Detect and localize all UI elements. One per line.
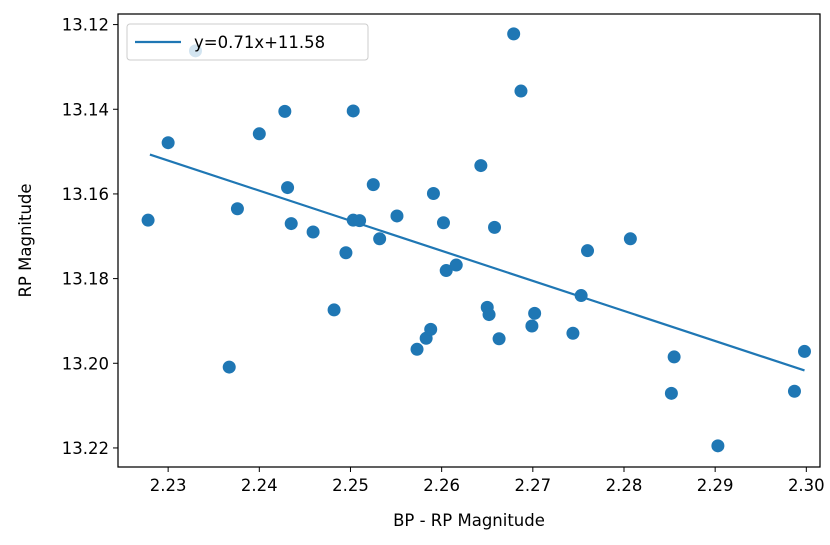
scatter-point [230, 202, 244, 216]
scatter-point [798, 344, 812, 358]
scatter-point [492, 332, 506, 346]
scatter-point [278, 104, 292, 118]
scatter-point [339, 246, 353, 260]
scatter-point [507, 27, 521, 41]
scatter-point [787, 384, 801, 398]
scatter-point [346, 104, 360, 118]
legend-label: y=0.71x+11.58 [194, 33, 325, 52]
x-tick-label: 2.30 [788, 476, 825, 495]
scatter-point [284, 217, 298, 231]
scatter-point [525, 319, 539, 333]
scatter-point [373, 232, 387, 246]
legend-box [126, 23, 369, 61]
x-tick-label: 2.23 [150, 476, 187, 495]
x-tick-label: 2.26 [423, 476, 460, 495]
scatter-point [436, 216, 450, 230]
scatter-point [664, 386, 678, 400]
scatter-point [623, 232, 637, 246]
x-tick-label: 2.24 [241, 476, 278, 495]
scatter-point [252, 127, 266, 141]
scatter-point [667, 350, 681, 364]
x-tick-label: 2.27 [514, 476, 551, 495]
scatter-point [474, 159, 488, 173]
scatter-point [439, 264, 453, 278]
scatter-point [424, 322, 438, 336]
scatter-point [482, 308, 496, 322]
scatter-point [514, 84, 528, 98]
scatter-point [410, 342, 424, 356]
scatter-point [574, 289, 588, 303]
scatter-point [488, 220, 502, 234]
scatter-point [366, 178, 380, 192]
scatter-point [528, 306, 542, 320]
x-axis-label: BP - RP Magnitude [393, 511, 545, 530]
scatter-point [141, 213, 155, 227]
scatter-point [161, 136, 175, 150]
scatter-point [222, 360, 236, 374]
x-tick-label: 2.29 [697, 476, 734, 495]
y-tick-label: 13.12 [62, 16, 109, 35]
scatter-point [390, 209, 404, 223]
scatter-point [566, 326, 580, 340]
fit-line [149, 153, 805, 372]
x-tick-label: 2.28 [606, 476, 643, 495]
legend: y=0.71x+11.58 [126, 23, 369, 61]
y-tick-label: 13.16 [62, 185, 109, 204]
x-tick-label: 2.25 [332, 476, 369, 495]
plot-area-frame [117, 13, 821, 468]
scatter-point [449, 258, 463, 272]
scatter-point [281, 181, 295, 195]
scatter-point [581, 244, 595, 258]
y-tick-label: 13.18 [62, 270, 109, 289]
scatter-point [306, 225, 320, 239]
y-tick-label: 13.14 [62, 100, 109, 119]
y-tick-label: 13.22 [62, 439, 109, 458]
scatter-point [327, 303, 341, 317]
scatter-point [711, 439, 725, 453]
y-axis-label: RP Magnitude [16, 183, 35, 297]
scatter-point [426, 187, 440, 201]
scatter-point [353, 214, 367, 228]
y-tick-label: 13.20 [62, 354, 109, 373]
axes-layer: 2.23 2.24 2.25 2.26 2.27 2.28 2.29 2.30 13.12 13.… [62, 16, 825, 495]
